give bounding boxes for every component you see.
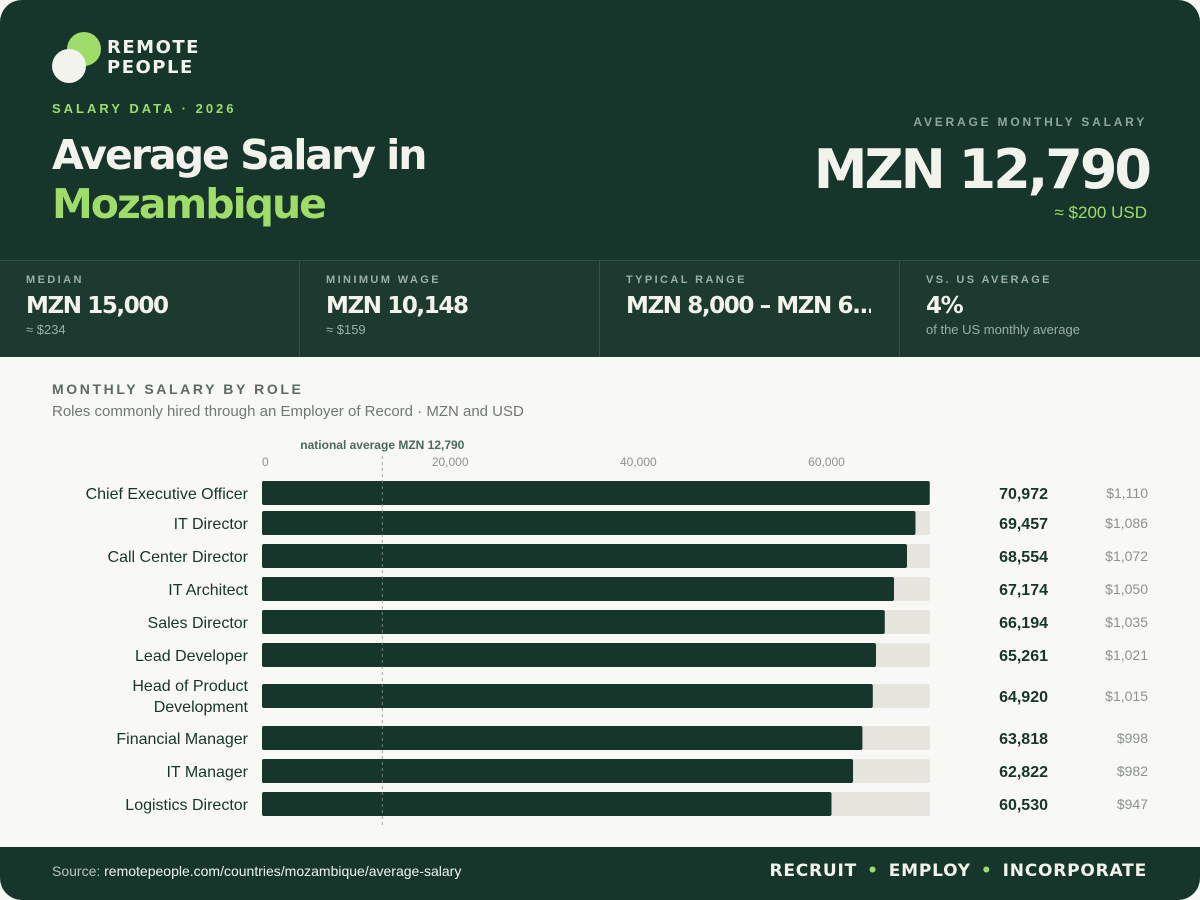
usd-label: $947 (1117, 796, 1148, 812)
page-title-country: Mozambique (52, 180, 327, 228)
stat-sub: of the US monthly average (926, 322, 1080, 337)
stat-median: MEDIAN MZN 15,000 ≈ $234 (0, 261, 300, 357)
chart-section-title: MONTHLY SALARY BY ROLE (52, 381, 304, 397)
source-prefix: Source: (52, 863, 105, 879)
brand-logo-icon (52, 32, 101, 83)
bar (262, 643, 877, 667)
usd-label: $1,021 (1105, 647, 1148, 663)
stat-label: TYPICAL RANGE (626, 274, 747, 286)
brand-name: REMOTE PEOPLE (107, 38, 200, 78)
usd-label: $1,015 (1105, 688, 1148, 704)
category-label: Development (154, 699, 249, 716)
x-tick-label: 20,000 (432, 455, 469, 469)
stat-value: MZN 15,000 (26, 293, 169, 319)
bar (262, 511, 916, 535)
reference-label: national average MZN 12,790 (300, 438, 464, 452)
value-label: 64,920 (999, 689, 1048, 706)
average-salary-label: AVERAGE MONTHLY SALARY (913, 115, 1147, 129)
bar (262, 481, 930, 505)
average-salary-value: MZN 12,790 (813, 138, 1152, 201)
eyebrow-label: SALARY DATA · 2026 (52, 101, 237, 116)
page-title: Average Salary in Mozambique (52, 131, 427, 229)
stat-label: MEDIAN (26, 274, 84, 286)
stat-sub: ≈ $234 (26, 322, 66, 337)
usd-label: $1,086 (1105, 515, 1148, 531)
tagline: RECRUIT • EMPLOY • INCORPORATE (769, 861, 1147, 881)
hero-section: REMOTE PEOPLE SALARY DATA · 2026 Average… (0, 0, 1200, 260)
tagline-separator: • (867, 861, 879, 881)
bar (262, 792, 832, 816)
bar (262, 577, 895, 601)
tagline-recruit: RECRUIT (769, 861, 858, 881)
stat-label: MINIMUM WAGE (326, 274, 441, 286)
source-line: Source: remotepeople.com/countries/mozam… (52, 863, 461, 879)
stat-label: VS. US AVERAGE (926, 274, 1052, 286)
tagline-incorporate: INCORPORATE (1002, 861, 1147, 881)
brand-logo[interactable]: REMOTE PEOPLE (52, 32, 212, 84)
category-label: Sales Director (148, 615, 249, 632)
tagline-employ: EMPLOY (888, 861, 971, 881)
footer: Source: remotepeople.com/countries/mozam… (0, 847, 1200, 900)
usd-label: $1,035 (1105, 614, 1148, 630)
stat-vs-us-average: VS. US AVERAGE 4% of the US monthly aver… (900, 261, 1200, 357)
value-label: 67,174 (999, 582, 1048, 599)
stat-minimum-wage: MINIMUM WAGE MZN 10,148 ≈ $159 (300, 261, 600, 357)
salary-bar-chart: 0 20,000 40,000 60,000 Chief Executive Offic… (86, 438, 1148, 828)
bar (262, 684, 873, 708)
brand-name-line1: REMOTE (107, 37, 200, 58)
x-tick-label: 60,000 (808, 455, 845, 469)
value-label: 63,818 (999, 731, 1048, 748)
x-tick-label: 0 (262, 455, 269, 469)
category-label: Lead Developer (135, 648, 249, 665)
category-label: IT Architect (168, 582, 248, 599)
stat-typical-range: TYPICAL RANGE MZN 8,000 – MZN 6... (600, 261, 900, 357)
stats-strip: MEDIAN MZN 15,000 ≈ $234 MINIMUM WAGE MZ… (0, 260, 1200, 357)
average-salary-usd: ≈ $200 USD (1054, 203, 1148, 222)
usd-label: $1,110 (1106, 485, 1148, 501)
stat-sub: ≈ $159 (326, 322, 366, 337)
x-tick-label: 40,000 (620, 455, 657, 469)
tagline-separator: • (980, 861, 993, 881)
bar (262, 544, 907, 568)
usd-label: $1,072 (1105, 548, 1148, 564)
value-label: 66,194 (999, 615, 1048, 632)
category-label: Chief Executive Officer (86, 486, 249, 503)
stat-value: 4% (926, 293, 964, 319)
value-label: 68,554 (999, 549, 1048, 566)
stat-value: MZN 10,148 (326, 293, 469, 319)
bar (262, 610, 885, 634)
category-label: IT Manager (166, 764, 248, 781)
value-label: 69,457 (999, 516, 1048, 533)
bar (262, 759, 854, 783)
value-label: 62,822 (999, 764, 1048, 781)
category-label: IT Director (174, 516, 249, 533)
page-title-line1: Average Salary in (52, 131, 427, 179)
bar (262, 726, 863, 750)
usd-label: $998 (1117, 730, 1148, 746)
value-label: 60,530 (999, 797, 1048, 814)
category-label: Financial Manager (116, 731, 248, 748)
value-label: 70,972 (999, 486, 1048, 503)
source-link[interactable]: remotepeople.com/countries/mozambique/av… (104, 863, 462, 879)
usd-label: $982 (1117, 763, 1148, 779)
stat-value: MZN 8,000 – MZN 6... (626, 293, 871, 319)
usd-label: $1,050 (1105, 581, 1148, 597)
value-label: 65,261 (999, 648, 1048, 665)
category-label: Head of Product (132, 678, 248, 695)
category-label: Call Center Director (108, 549, 249, 566)
brand-name-line2: PEOPLE (107, 57, 194, 78)
category-label: Logistics Director (125, 797, 248, 814)
chart-section-subtitle: Roles commonly hired through an Employer… (52, 403, 524, 420)
